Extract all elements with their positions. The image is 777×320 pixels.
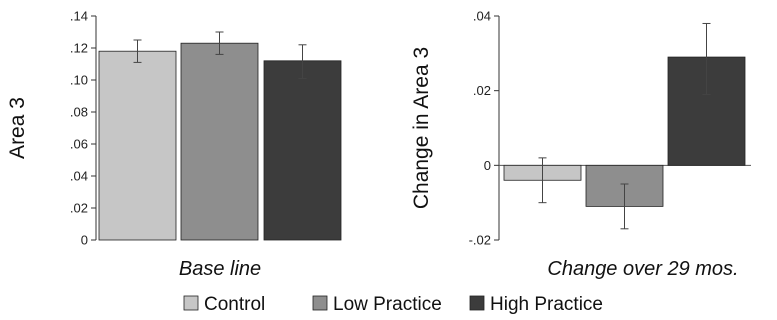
legend-label-control: Control: [204, 294, 265, 315]
change-y-tick-label: -.02: [469, 233, 491, 248]
change-panel: -.02 0 .02 .04 Change in Area 3 Change over 2…: [410, 9, 751, 280]
baseline-panel: 0 .02 .04 .06 .08 .10 .12 .14 Area 3 Base line: [6, 9, 342, 280]
change-y-tick-label: .02: [473, 83, 491, 98]
baseline-bar-high-practice: [263, 60, 342, 241]
baseline-caption: Base line: [179, 258, 261, 280]
change-caption: Change over 29 mos.: [547, 258, 738, 280]
baseline-y-axis-title: Area 3: [6, 97, 29, 159]
baseline-bar-low-practice: [180, 42, 259, 241]
baseline-bar-control: [98, 50, 177, 241]
legend-swatch-high-practice: [469, 295, 485, 311]
baseline-y-tick-label: .08: [70, 105, 88, 120]
legend: Control Low Practice High Practice: [183, 294, 603, 315]
change-y-tick-label: 0: [484, 158, 491, 173]
baseline-y-tick-label: .02: [70, 201, 88, 216]
change-y-tick-label: .04: [473, 9, 491, 24]
change-y-axis-title: Change in Area 3: [410, 47, 433, 209]
baseline-y-tick-label: 0: [81, 233, 88, 248]
legend-swatch-control: [183, 295, 199, 311]
legend-swatch-low-practice: [312, 295, 328, 311]
baseline-y-tick-label: .12: [70, 41, 88, 56]
baseline-y-tick-label: .06: [70, 137, 88, 152]
baseline-y-tick-label: .10: [70, 73, 88, 88]
legend-label-high-practice: High Practice: [490, 294, 603, 315]
baseline-y-tick-label: .04: [70, 169, 88, 184]
baseline-y-tick-label: .14: [70, 9, 88, 24]
legend-label-low-practice: Low Practice: [333, 294, 442, 315]
